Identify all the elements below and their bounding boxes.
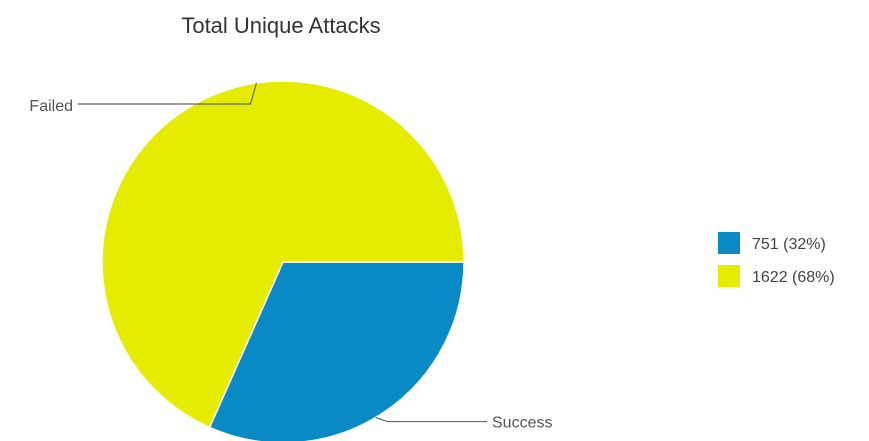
legend-swatch-success (718, 232, 740, 254)
pie-slice-success (208, 261, 465, 441)
chart-title: Total Unique Attacks (181, 13, 380, 38)
pie-slice-failed (101, 80, 465, 429)
pie-slices (101, 80, 465, 441)
leader-line-success (375, 416, 487, 423)
legend-label-failed: 1622 (68%) (752, 269, 835, 286)
slice-labels: Success Failed (29, 82, 552, 432)
slice-label-failed: Failed (29, 98, 73, 115)
legend: 751 (32%) 1622 (68%) (718, 232, 835, 287)
slice-label-success: Success (492, 415, 552, 432)
legend-swatch-failed (718, 265, 740, 287)
leader-line-failed (78, 82, 258, 105)
legend-label-success: 751 (32%) (752, 236, 826, 253)
